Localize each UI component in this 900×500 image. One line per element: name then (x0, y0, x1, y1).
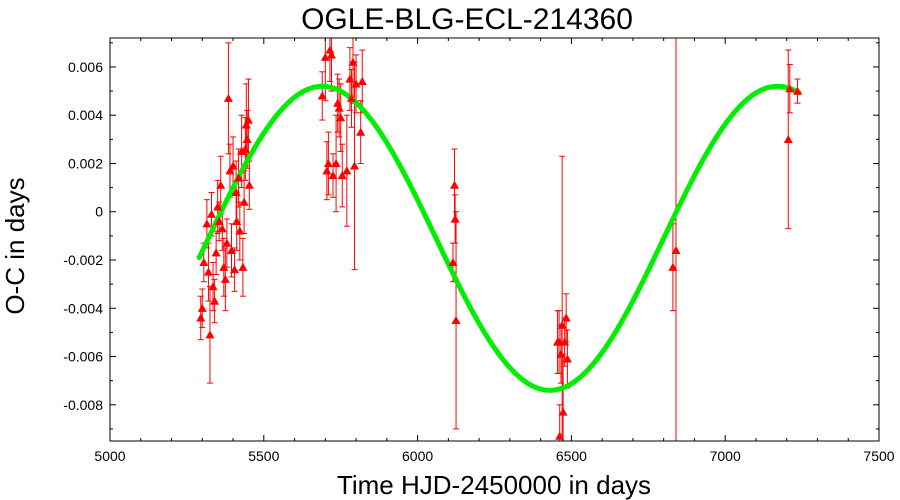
data-point (223, 93, 233, 102)
y-tick-label: -0.006 (63, 349, 103, 365)
data-point (357, 76, 367, 86)
data-point (202, 219, 212, 228)
data-point (207, 209, 217, 218)
data-point (237, 146, 247, 156)
data-point (555, 431, 565, 440)
data-point (558, 407, 568, 416)
data-point (785, 84, 795, 93)
data-point (210, 296, 220, 305)
chart-title: OGLE-BLG-ECL-214360 (301, 3, 633, 36)
data-point (220, 274, 230, 283)
data-point (240, 144, 250, 153)
data-point (196, 313, 206, 322)
data-point (333, 98, 343, 107)
data-point (230, 265, 240, 274)
data-point (328, 171, 338, 180)
data-point (323, 158, 333, 168)
data-point (562, 354, 572, 363)
data-point (451, 315, 461, 324)
data-point (561, 313, 571, 322)
y-axis: -0.008 -0.006 -0.004 -0.002 0 0.002 0.004 0.006 (63, 42, 879, 430)
data-point (348, 57, 358, 66)
y-tick-label: -0.008 (63, 397, 103, 413)
data-point (203, 267, 213, 276)
data-point (213, 202, 223, 211)
x-tick-label: 5500 (248, 448, 279, 464)
data-point (225, 166, 235, 175)
data-point (208, 282, 218, 291)
data-point (556, 349, 566, 358)
fit-curve (196, 83, 802, 393)
data-point (219, 262, 229, 271)
data-point (345, 74, 355, 83)
x-tick-label: 7000 (710, 448, 741, 464)
data-point (325, 45, 335, 54)
x-tick-label: 7500 (863, 448, 894, 464)
y-tick-label: 0.006 (68, 59, 103, 75)
data-point (232, 216, 242, 226)
data-point (337, 171, 347, 180)
data-point (199, 257, 209, 267)
y-tick-label: -0.004 (63, 300, 103, 316)
y-tick-label: 0.004 (68, 107, 103, 123)
y-tick-label: 0 (95, 204, 103, 220)
x-tick-label: 5000 (94, 448, 125, 464)
data-point (350, 161, 360, 170)
x-axis: 5000 5500 6000 6500 7000 7500 (94, 38, 895, 464)
data-point (242, 134, 252, 143)
data-point (211, 248, 221, 257)
data-point (241, 120, 251, 129)
data-point (238, 262, 248, 271)
data-point (205, 330, 215, 339)
data-point (792, 86, 802, 95)
data-point (243, 115, 253, 124)
data-point (356, 127, 366, 136)
data-point (668, 262, 678, 271)
data-point (450, 180, 460, 189)
data-point (342, 166, 352, 175)
data-point (336, 113, 346, 122)
data-point (239, 197, 249, 206)
data-points (196, 45, 802, 440)
data-point (351, 79, 361, 88)
data-point (231, 187, 241, 197)
data-point (322, 166, 332, 175)
x-tick-label: 6000 (402, 448, 433, 464)
data-point (222, 238, 232, 247)
x-axis-label: Time HJD-2450000 in days (337, 470, 651, 500)
data-point (557, 320, 567, 329)
data-point (197, 303, 207, 312)
data-point (228, 161, 238, 170)
data-point (448, 257, 458, 267)
data-point (560, 337, 570, 346)
data-point (317, 91, 327, 100)
data-point (244, 180, 254, 189)
error-bars (197, 38, 801, 441)
y-tick-label: 0.002 (68, 155, 103, 171)
data-point (331, 158, 341, 168)
data-point (214, 216, 224, 226)
data-point (326, 50, 336, 59)
plot-frame (109, 37, 880, 442)
data-point (217, 224, 227, 233)
data-point (334, 103, 344, 112)
data-point (216, 180, 226, 189)
data-point (320, 52, 330, 61)
data-point (346, 93, 356, 102)
data-point (227, 245, 237, 254)
data-point (783, 134, 793, 143)
y-axis-label: O-C in days (0, 177, 30, 314)
data-point (450, 214, 460, 223)
data-point (235, 226, 245, 235)
data-point (671, 245, 681, 254)
data-point (234, 173, 244, 182)
x-tick-label: 6500 (556, 448, 587, 464)
y-tick-label: -0.002 (63, 252, 103, 268)
